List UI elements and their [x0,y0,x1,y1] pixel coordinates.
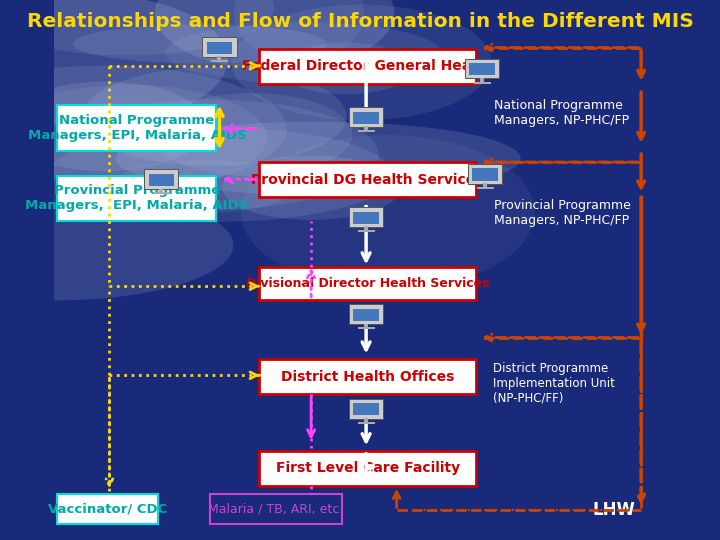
Ellipse shape [116,122,521,195]
Text: Vaccinator/ CDC: Vaccinator/ CDC [48,502,168,516]
Ellipse shape [73,24,327,63]
Text: First Level Care Facility: First Level Care Facility [276,462,459,475]
Ellipse shape [0,0,274,56]
FancyBboxPatch shape [148,174,174,186]
Ellipse shape [40,99,379,210]
Ellipse shape [232,4,492,120]
Ellipse shape [0,85,266,190]
Text: National Programme
Managers, NP-PHC/FP: National Programme Managers, NP-PHC/FP [495,99,629,127]
FancyBboxPatch shape [468,164,503,184]
FancyBboxPatch shape [354,212,379,224]
Ellipse shape [280,43,413,94]
Ellipse shape [48,127,392,222]
Text: Relationships and Flow of Information in the Different MIS: Relationships and Flow of Information in… [27,12,693,31]
FancyBboxPatch shape [364,323,368,328]
FancyBboxPatch shape [259,451,476,486]
Text: District Health Offices: District Health Offices [281,370,454,383]
FancyBboxPatch shape [354,403,379,415]
Ellipse shape [241,135,535,289]
FancyBboxPatch shape [358,130,374,132]
FancyBboxPatch shape [349,207,383,227]
Text: Malaria / TB, ARI, etc.: Malaria / TB, ARI, etc. [208,502,343,516]
FancyBboxPatch shape [144,170,179,189]
Text: Divisional Director Health Services: Divisional Director Health Services [246,277,490,290]
FancyBboxPatch shape [354,309,379,321]
FancyBboxPatch shape [474,82,491,84]
Ellipse shape [151,93,352,176]
FancyBboxPatch shape [153,192,170,194]
FancyBboxPatch shape [349,399,383,418]
FancyBboxPatch shape [217,56,222,60]
Ellipse shape [0,190,233,300]
Ellipse shape [3,82,207,171]
FancyBboxPatch shape [259,162,476,197]
FancyBboxPatch shape [58,494,158,524]
Ellipse shape [81,67,346,166]
Ellipse shape [0,65,287,192]
FancyBboxPatch shape [58,105,217,151]
FancyBboxPatch shape [259,359,476,394]
Text: Provincial Programme
Managers,  EPI, Malaria, AIDS: Provincial Programme Managers, EPI, Mala… [25,185,248,212]
FancyBboxPatch shape [364,126,368,131]
Ellipse shape [0,0,228,125]
FancyBboxPatch shape [465,59,500,78]
FancyBboxPatch shape [354,112,379,124]
FancyBboxPatch shape [259,49,476,84]
FancyBboxPatch shape [211,60,228,62]
Ellipse shape [166,23,442,84]
FancyBboxPatch shape [483,183,487,187]
Text: Federal Director General Health: Federal Director General Health [243,59,492,73]
FancyBboxPatch shape [358,230,374,232]
Text: Provincial DG Health Services: Provincial DG Health Services [251,173,484,186]
FancyBboxPatch shape [480,78,485,82]
FancyBboxPatch shape [349,107,383,127]
FancyBboxPatch shape [472,168,498,180]
FancyBboxPatch shape [364,418,368,422]
FancyBboxPatch shape [358,327,374,329]
FancyBboxPatch shape [469,63,495,75]
Text: National Programme
Managers, EPI, Malaria, AIDS: National Programme Managers, EPI, Malari… [27,114,246,142]
Ellipse shape [155,0,395,70]
Text: LHW: LHW [593,501,635,519]
Ellipse shape [234,0,364,62]
FancyBboxPatch shape [364,226,368,231]
FancyBboxPatch shape [259,267,476,300]
FancyBboxPatch shape [358,422,374,424]
FancyBboxPatch shape [477,187,494,189]
FancyBboxPatch shape [159,188,163,193]
FancyBboxPatch shape [207,42,233,53]
FancyBboxPatch shape [349,305,383,324]
Ellipse shape [222,156,401,220]
FancyBboxPatch shape [58,176,217,221]
Text: Provincial Programme
Managers, NP-PHC/FP: Provincial Programme Managers, NP-PHC/FP [495,199,631,227]
FancyBboxPatch shape [202,37,237,57]
Ellipse shape [110,160,295,213]
Text: District Programme
Implementation Unit
(NP-PHC/FF): District Programme Implementation Unit (… [493,362,615,405]
